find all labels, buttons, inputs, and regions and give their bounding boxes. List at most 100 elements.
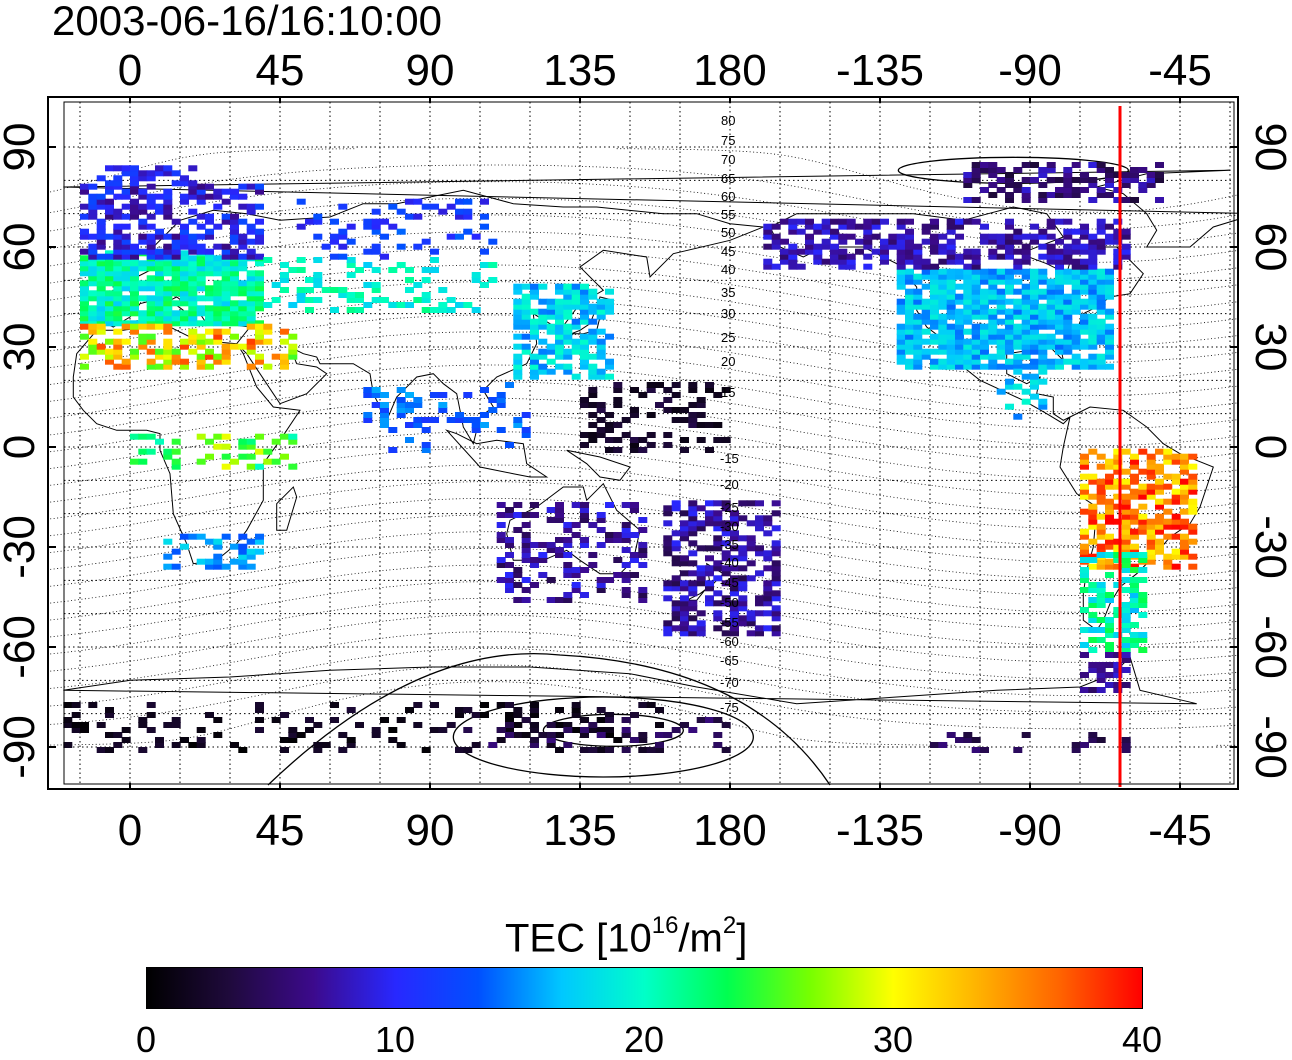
tec-cell xyxy=(505,537,514,543)
tec-cell xyxy=(580,502,589,508)
tec-cell xyxy=(1122,244,1131,250)
tec-cell xyxy=(588,402,597,408)
tec-cell xyxy=(88,290,97,296)
tec-cell xyxy=(663,407,672,413)
tec-cell xyxy=(430,249,439,255)
tec-cell xyxy=(130,324,139,330)
tec-cell xyxy=(138,449,147,455)
tec-cell xyxy=(597,369,606,375)
tec-cell xyxy=(188,219,197,225)
tec-cell xyxy=(163,280,172,286)
tec-cell xyxy=(1172,454,1181,460)
tec-cell xyxy=(305,307,314,313)
tec-cell xyxy=(480,214,489,220)
tec-cell xyxy=(1188,564,1197,570)
tec-cell xyxy=(80,204,89,210)
tec-cell xyxy=(430,257,439,263)
tec-cell xyxy=(238,234,247,240)
tec-cell xyxy=(122,339,131,345)
tec-cell xyxy=(488,277,497,283)
tec-cell xyxy=(1088,234,1097,240)
tec-cell xyxy=(1130,567,1139,573)
tec-cell xyxy=(1072,259,1081,265)
x-tick-label-bottom: 0 xyxy=(118,806,142,855)
tec-cell xyxy=(563,522,572,528)
tec-cell xyxy=(155,165,164,171)
tec-cell xyxy=(263,324,272,330)
tec-cell xyxy=(1138,567,1147,573)
tec-cell xyxy=(422,747,431,753)
tec-cell xyxy=(405,392,414,398)
tec-cell xyxy=(680,437,689,443)
tec-cell xyxy=(88,702,97,708)
tec-cell xyxy=(772,625,781,631)
tec-cell xyxy=(297,267,306,273)
tec-cell xyxy=(572,502,581,508)
tec-cell xyxy=(1005,404,1014,410)
tec-cell xyxy=(338,732,347,738)
tec-cell xyxy=(197,334,206,340)
tec-cell xyxy=(238,184,247,190)
tec-cell xyxy=(1163,509,1172,515)
tec-cell xyxy=(88,324,97,330)
tec-cell xyxy=(422,427,431,433)
tec-cell xyxy=(522,717,531,723)
tec-cell xyxy=(1105,642,1114,648)
tec-cell xyxy=(1180,479,1189,485)
tec-cell xyxy=(513,597,522,603)
tec-cell xyxy=(213,224,222,230)
tec-cell xyxy=(938,244,947,250)
contour-label: -15 xyxy=(720,451,739,466)
tec-cell xyxy=(738,515,747,521)
tec-cell xyxy=(638,392,647,398)
tec-cell xyxy=(613,422,622,428)
tec-cell xyxy=(413,282,422,288)
tec-cell xyxy=(80,334,89,340)
tec-cell xyxy=(380,297,389,303)
tec-cell xyxy=(997,319,1006,325)
tec-cell xyxy=(197,559,206,565)
tec-cell xyxy=(697,422,706,428)
tec-cell xyxy=(338,747,347,753)
contour-label: 40 xyxy=(721,262,735,277)
tec-cell xyxy=(255,204,264,210)
tec-cell xyxy=(1097,617,1106,623)
tec-cell xyxy=(347,224,356,230)
tec-cell xyxy=(988,162,997,168)
tec-cell xyxy=(597,402,606,408)
tec-cell xyxy=(497,557,506,563)
tec-cell xyxy=(130,244,139,250)
x-tick-label-bottom: -45 xyxy=(1148,806,1212,855)
tec-cell xyxy=(80,324,89,330)
tec-cell xyxy=(1105,234,1114,240)
tec-cell xyxy=(1080,359,1089,365)
tec-cell xyxy=(255,324,264,330)
tec-cell xyxy=(780,249,789,255)
tec-cell xyxy=(222,214,231,220)
tec-cell xyxy=(1080,259,1089,265)
tec-cell xyxy=(997,177,1006,183)
tec-cell xyxy=(247,454,256,460)
tec-cell xyxy=(297,257,306,263)
tec-cell xyxy=(747,520,756,526)
tec-cell xyxy=(222,464,231,470)
tec-cell xyxy=(1088,637,1097,643)
tec-cell xyxy=(1047,334,1056,340)
tec-cell xyxy=(138,234,147,240)
tec-cell xyxy=(213,329,222,335)
tec-cell xyxy=(413,722,422,728)
tec-cell xyxy=(397,244,406,250)
tec-cell xyxy=(380,254,389,260)
tec-cell xyxy=(72,722,81,728)
tec-cell xyxy=(405,287,414,293)
tec-cell xyxy=(588,552,597,558)
tec-cell xyxy=(1130,509,1139,515)
tec-cell xyxy=(188,180,197,186)
tec-cell xyxy=(1005,269,1014,275)
tec-cell xyxy=(1022,399,1031,405)
tec-cell xyxy=(372,727,381,733)
tec-cell xyxy=(680,722,689,728)
tec-cell xyxy=(947,269,956,275)
tec-cell xyxy=(355,307,364,313)
tec-cell xyxy=(197,320,206,326)
